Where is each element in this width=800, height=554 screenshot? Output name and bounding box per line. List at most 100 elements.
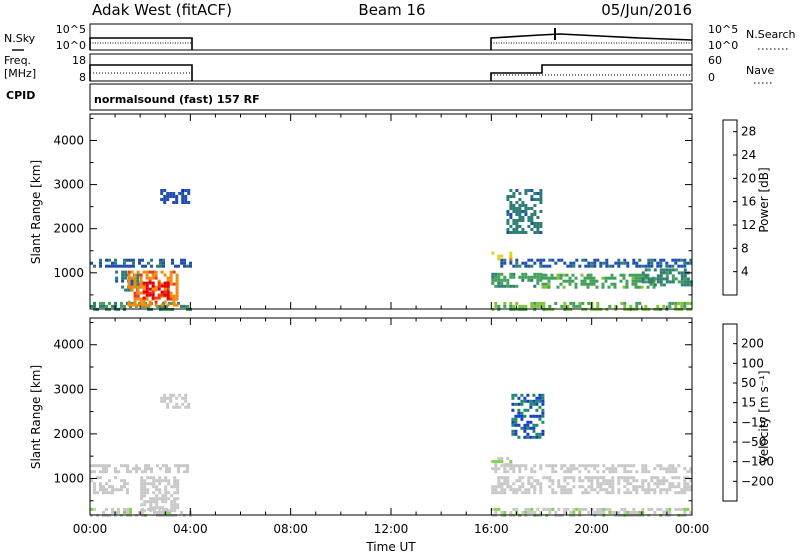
power-cell — [611, 264, 615, 268]
velocity-cell — [512, 482, 516, 486]
power-cell — [530, 275, 534, 279]
power-cell — [129, 258, 132, 262]
velocity-cell — [181, 402, 185, 406]
velocity-cell — [180, 464, 183, 468]
power-cell — [105, 258, 108, 262]
power-cell — [601, 282, 605, 286]
velocity-cell — [99, 470, 102, 474]
velocity-cell — [548, 510, 552, 514]
power-cell — [650, 258, 654, 262]
velocity-cell — [170, 506, 174, 510]
power-cell — [494, 275, 498, 279]
velocity-cell — [184, 396, 188, 400]
velocity-cell — [686, 488, 690, 492]
power-cell — [626, 264, 630, 268]
velocity-cell — [152, 479, 156, 483]
velocity-cell — [529, 402, 533, 406]
velocity-cell — [523, 399, 527, 403]
velocity-cell — [614, 510, 618, 514]
power-cell — [602, 261, 606, 265]
velocity-cell — [503, 488, 507, 492]
power-cell — [659, 268, 663, 272]
power-cell — [677, 271, 681, 275]
velocity-cell — [584, 467, 588, 471]
velocity-cell — [656, 479, 660, 483]
power-cell — [554, 301, 558, 305]
velocity-cell — [605, 467, 609, 471]
power-cell — [512, 192, 516, 195]
velocity-cell — [159, 467, 162, 471]
power-data-block — [491, 272, 543, 288]
power-cell — [586, 276, 590, 280]
velocity-cell — [500, 460, 504, 464]
velocity-cell — [659, 479, 663, 483]
power-cell — [127, 279, 131, 283]
velocity-cell — [689, 479, 693, 483]
power-cell — [631, 273, 635, 277]
power-cell — [144, 264, 147, 268]
power-cell — [121, 270, 125, 274]
power-cell — [503, 278, 507, 282]
power-cell — [169, 279, 173, 283]
velocity-cell — [497, 482, 501, 486]
power-cell — [625, 282, 629, 286]
power-cell — [637, 285, 641, 289]
power-cell — [680, 264, 684, 268]
power-cell — [136, 303, 140, 307]
power-cell — [659, 271, 663, 275]
power-cell — [536, 222, 540, 225]
power-cell — [562, 285, 566, 289]
velocity-cell — [497, 457, 501, 461]
power-cell — [569, 301, 573, 305]
velocity-cell — [506, 485, 510, 489]
power-cell — [527, 258, 531, 262]
velocity-cell — [535, 402, 539, 406]
velocity-cell — [126, 467, 129, 471]
power-cell — [671, 280, 675, 284]
velocity-cell — [509, 467, 513, 471]
power-cell — [163, 284, 167, 288]
power-cell — [539, 225, 543, 228]
power-cell — [541, 282, 545, 286]
velocity-cell — [105, 482, 108, 486]
power-cell — [533, 225, 537, 228]
velocity-cell — [99, 485, 102, 489]
velocity-cell — [527, 488, 531, 492]
velocity-cell — [665, 488, 669, 492]
power-cell — [159, 304, 162, 308]
velocity-cell — [602, 482, 606, 486]
velocity-cell — [517, 411, 521, 415]
velocity-cell — [123, 479, 126, 483]
velocity-cell — [656, 476, 660, 480]
velocity-cell — [632, 485, 636, 489]
velocity-cell — [514, 429, 518, 433]
power-cell — [533, 284, 537, 288]
velocity-cell — [662, 467, 666, 471]
power-cell — [533, 231, 537, 234]
velocity-cell — [90, 507, 93, 511]
power-cell — [683, 274, 687, 278]
power-data-block — [641, 268, 693, 287]
velocity-cell — [560, 464, 564, 468]
power-cell — [93, 264, 96, 268]
power-cell — [114, 258, 117, 262]
velocity-cell — [584, 464, 588, 468]
power-cell — [647, 277, 651, 281]
power-cell — [518, 275, 522, 279]
velocity-cell — [623, 479, 627, 483]
power-cell — [163, 281, 167, 285]
power-cell — [583, 282, 587, 286]
velocity-cell — [114, 488, 117, 492]
velocity-cell — [140, 482, 144, 486]
velocity-cell — [173, 479, 177, 483]
power-cell — [646, 285, 650, 289]
velocity-cell — [532, 429, 536, 433]
velocity-cell — [635, 488, 639, 492]
velocity-cell — [566, 507, 570, 511]
velocity-cell — [638, 485, 642, 489]
power-cell — [554, 261, 558, 265]
power-cell — [515, 231, 519, 234]
velocity-cell — [167, 479, 171, 483]
velocity-cell — [527, 491, 531, 495]
power-cell — [524, 204, 528, 207]
